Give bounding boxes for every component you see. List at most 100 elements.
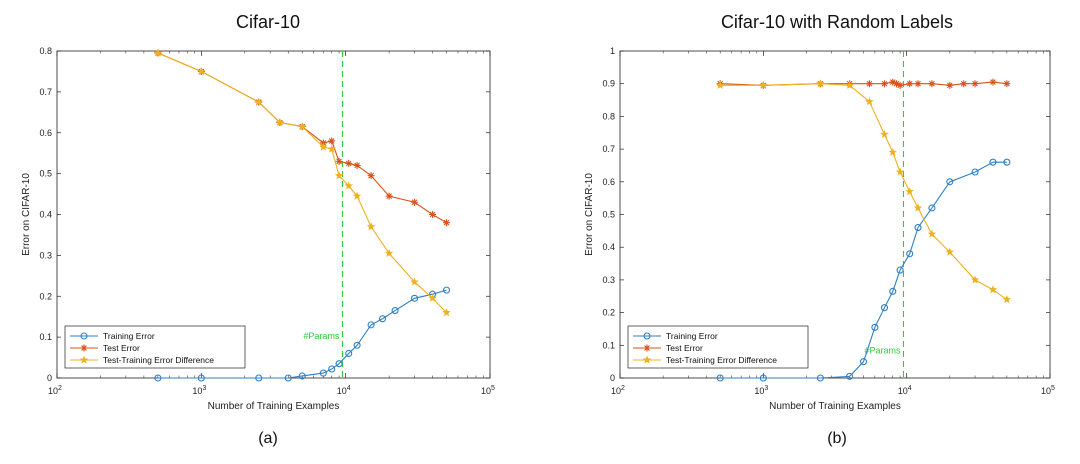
data-point <box>988 285 998 294</box>
data-point <box>334 171 344 180</box>
params-annotation: #Params <box>303 331 340 341</box>
series-line <box>157 52 447 224</box>
x-tick-label: 105 <box>1041 385 1055 396</box>
data-point <box>1003 80 1011 88</box>
legend-item: Test-Training Error Difference <box>70 355 214 365</box>
series-line <box>720 161 1007 379</box>
y-tick-label: 0.2 <box>39 291 52 301</box>
data-point <box>846 372 854 380</box>
series-test-error <box>716 78 1011 89</box>
data-point <box>1003 158 1011 166</box>
data-point <box>759 374 767 382</box>
data-point <box>443 219 451 227</box>
x-tick-exponent: 3 <box>764 385 768 392</box>
data-point <box>859 358 868 366</box>
legend-label: Test Error <box>103 343 140 353</box>
data-point <box>443 286 451 294</box>
x-tick-base: 10 <box>1041 386 1051 396</box>
y-tick-label: 0.1 <box>602 340 615 350</box>
legend-marker <box>80 344 88 352</box>
legend-box <box>64 325 246 369</box>
data-point <box>335 157 343 165</box>
y-tick-label: 0.8 <box>39 46 52 56</box>
data-point <box>429 211 437 218</box>
data-point <box>197 374 205 382</box>
data-point <box>345 159 353 167</box>
y-tick-label: 0 <box>610 373 615 383</box>
data-point <box>896 266 904 274</box>
y-tick-label: 0.7 <box>39 87 52 97</box>
x-tick-exponent: 5 <box>491 385 495 392</box>
x-tick-label: 103 <box>754 385 768 396</box>
data-point <box>880 80 888 88</box>
data-point <box>865 97 874 106</box>
data-point <box>367 172 375 180</box>
x-tick-label: 105 <box>481 385 495 396</box>
y-tick-label: 0.3 <box>602 275 615 285</box>
series-test-training-error-difference <box>153 48 451 317</box>
y-tick-label: 0.6 <box>602 177 615 187</box>
data-point <box>328 137 336 145</box>
data-point <box>893 80 901 88</box>
legend-marker <box>643 344 651 352</box>
data-point <box>298 372 306 380</box>
data-point <box>928 204 936 212</box>
data-point <box>344 181 354 190</box>
data-point <box>895 167 905 176</box>
x-tick-label: 103 <box>192 385 206 396</box>
y-tick-label: 0 <box>47 373 52 383</box>
data-point <box>327 144 337 153</box>
data-point <box>335 360 343 368</box>
legend-label: Test-Training Error Difference <box>103 355 214 365</box>
data-point <box>353 341 361 349</box>
data-point <box>946 81 954 89</box>
data-point <box>971 168 979 176</box>
data-point <box>906 250 914 258</box>
series-test-training-error-difference <box>715 79 1012 304</box>
legend: Training Error Test Error Test-Training Er… <box>64 325 246 369</box>
data-point <box>871 323 879 331</box>
data-point <box>989 78 997 86</box>
data-point <box>345 349 353 358</box>
data-point <box>154 374 162 382</box>
data-point <box>816 374 824 382</box>
legend-box <box>627 325 809 369</box>
data-point <box>880 304 889 312</box>
legend-marker <box>643 332 651 340</box>
data-point <box>914 80 922 88</box>
data-point <box>428 293 437 302</box>
y-tick-label: 0.8 <box>602 111 615 121</box>
data-point <box>384 248 394 258</box>
data-point <box>391 307 399 315</box>
legend-marker <box>642 355 652 364</box>
y-tick-label: 0.2 <box>602 308 615 318</box>
data-point <box>318 142 328 151</box>
chart-caption: (a) <box>258 430 278 447</box>
legend-item: Test Error <box>633 343 703 353</box>
legend-item: Test-Training Error Difference <box>633 355 777 365</box>
data-point <box>254 97 264 106</box>
data-point <box>385 192 393 200</box>
x-tick-base: 10 <box>337 386 347 396</box>
data-point <box>905 187 915 196</box>
data-point <box>328 365 336 373</box>
x-tick-exponent: 5 <box>1051 385 1055 392</box>
x-tick-label: 102 <box>48 385 62 396</box>
legend-label: Training Error <box>103 331 155 341</box>
y-tick-label: 0.5 <box>602 210 615 220</box>
x-tick-exponent: 3 <box>202 385 206 392</box>
data-point <box>946 178 954 186</box>
x-tick-exponent: 2 <box>621 385 625 392</box>
x-tick-base: 10 <box>48 386 58 396</box>
data-point <box>1002 294 1012 304</box>
data-point <box>442 308 451 317</box>
data-point <box>275 117 285 127</box>
x-tick-base: 10 <box>192 386 202 396</box>
y-tick-label: 0.5 <box>39 169 52 179</box>
legend-marker <box>80 332 88 340</box>
y-axis-label: Error on CIFAR-10 <box>21 173 32 256</box>
data-point <box>927 229 937 238</box>
data-point <box>989 158 997 166</box>
legend-item: Training Error <box>633 331 718 341</box>
series-training-error <box>716 158 1011 382</box>
